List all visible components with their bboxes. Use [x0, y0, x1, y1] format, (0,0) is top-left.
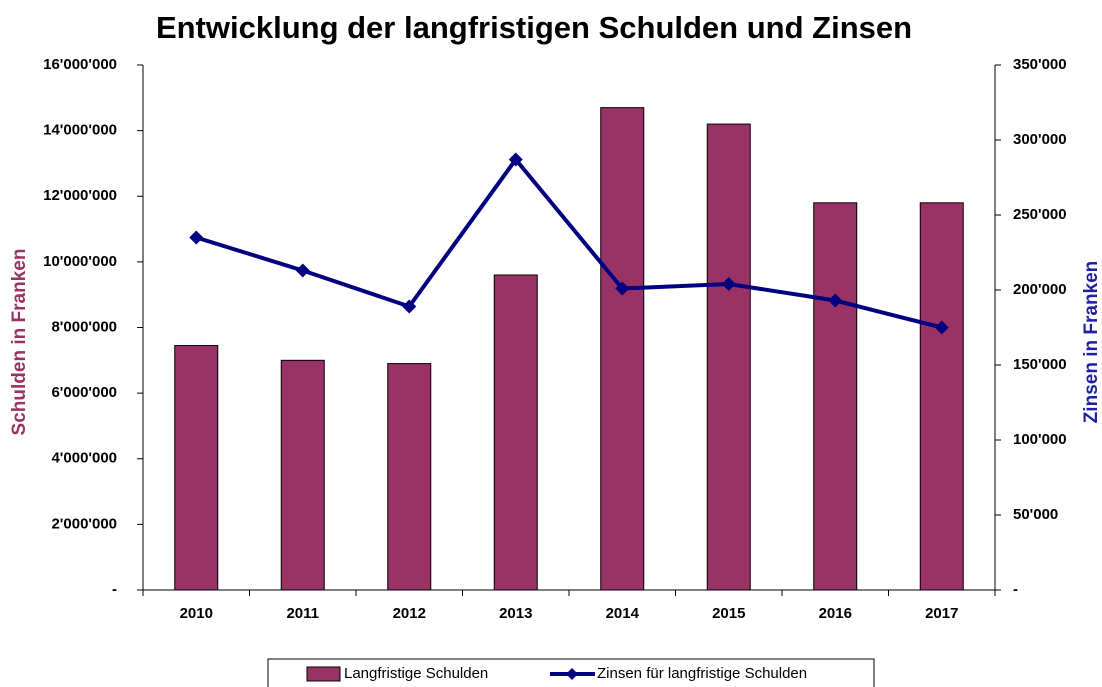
x-tick-label: 2015 [712, 605, 745, 622]
x-tick-label: 2012 [393, 605, 426, 622]
y2-axis-title: Zinsen in Franken [1081, 261, 1102, 424]
x-tick-label: 2017 [925, 605, 958, 622]
y-tick-label: 10'000'000 [43, 253, 117, 270]
legend-label: Zinsen für langfristige Schulden [597, 665, 807, 682]
y2-tick-label: 100'000 [1013, 431, 1067, 448]
line-marker [295, 263, 310, 278]
y-tick-label: 2'000'000 [51, 515, 117, 532]
line-marker [934, 320, 949, 335]
y2-tick-label: - [1013, 581, 1018, 598]
x-tick-label: 2011 [286, 605, 319, 622]
chart-title: Entwicklung der langfristigen Schulden u… [156, 10, 912, 45]
bar [280, 359, 325, 591]
y-tick-label: 4'000'000 [51, 450, 117, 467]
x-tick-label: 2013 [499, 605, 532, 622]
legend-swatch [306, 666, 341, 682]
bar [493, 274, 538, 591]
y-tick-label: 12'000'000 [43, 187, 117, 204]
bar [600, 107, 645, 591]
y2-tick-label: 350'000 [1013, 56, 1067, 73]
y2-tick-label: 150'000 [1013, 356, 1067, 373]
y2-tick-label: 50'000 [1013, 506, 1058, 523]
bar [387, 363, 432, 591]
x-tick-label: 2014 [606, 605, 640, 622]
bar [706, 123, 751, 591]
y-axis-title: Schulden in Franken [9, 249, 30, 436]
y-tick-label: 16'000'000 [43, 56, 117, 73]
y2-tick-label: 200'000 [1013, 281, 1067, 298]
x-tick-label: 2016 [819, 605, 852, 622]
y2-tick-label: 250'000 [1013, 206, 1067, 223]
legend-marker [566, 668, 578, 680]
y2-tick-label: 300'000 [1013, 131, 1067, 148]
y-tick-label: 6'000'000 [51, 384, 117, 401]
x-tick-label: 2010 [180, 605, 213, 622]
legend-label: Langfristige Schulden [344, 665, 488, 682]
line-marker [615, 281, 630, 296]
line [195, 157, 943, 330]
y-tick-label: - [112, 581, 117, 598]
bar [919, 202, 964, 591]
line-marker [189, 230, 204, 245]
y-tick-label: 14'000'000 [43, 122, 117, 139]
line-marker [828, 293, 843, 308]
line-marker [508, 152, 523, 167]
y-tick-label: 8'000'000 [51, 318, 117, 335]
line-marker [721, 277, 736, 291]
bar [813, 202, 858, 591]
bar [174, 345, 219, 591]
line-marker [402, 299, 417, 314]
